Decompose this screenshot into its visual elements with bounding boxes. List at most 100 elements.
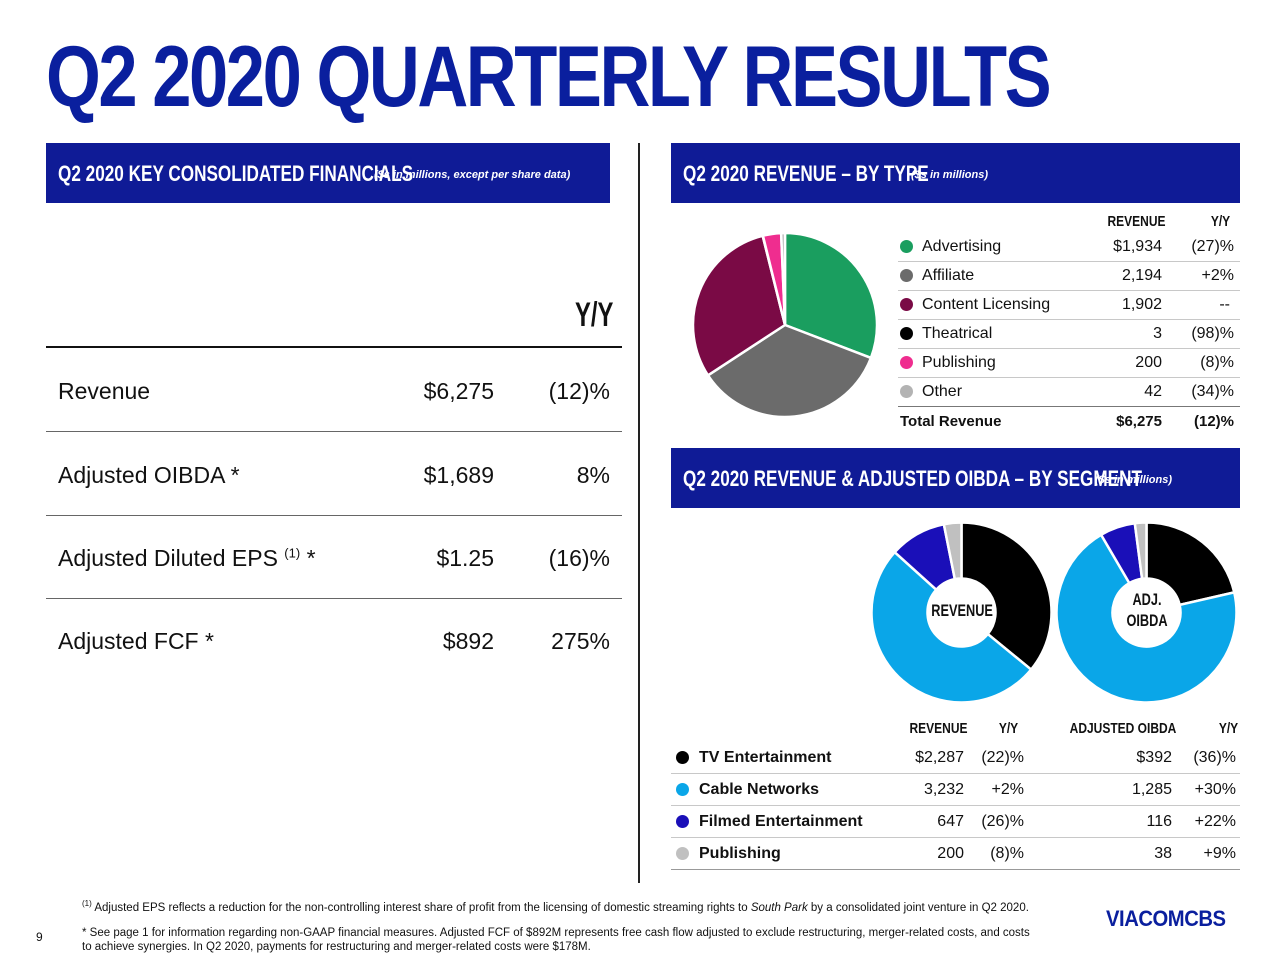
footnote-1: (1) Adjusted EPS reflects a reduction fo…	[82, 897, 1042, 915]
financial-value: $1,689	[423, 462, 494, 488]
financial-value: $6,275	[423, 378, 494, 404]
legend-row: Theatrical 3 (98)%	[898, 320, 1240, 349]
total-yy: (12)%	[1193, 413, 1234, 430]
footnote-1-marker: (1)	[82, 899, 92, 908]
circle-icon	[676, 847, 689, 860]
circle-icon	[676, 815, 689, 828]
page-number: 9	[36, 930, 43, 944]
col-revenue-header: REVENUE	[1107, 213, 1166, 230]
col-revenue-header: REVENUE	[909, 720, 968, 737]
revenue-type-slice-advertising	[783, 231, 879, 360]
legend-row: Publishing 200 (8)%	[898, 349, 1240, 378]
revenue-by-type-heading: Q2 2020 REVENUE – BY TYPE	[683, 161, 929, 186]
segment-table-header: REVENUE Y/Y ADJUSTED OIBDA Y/Y	[671, 716, 1240, 740]
legend-yy: (98)%	[1191, 325, 1234, 342]
key-financials-header-rule	[46, 346, 622, 348]
legend-revenue: 200	[1135, 354, 1162, 371]
legend-yy: (27)%	[1191, 238, 1234, 255]
revenue-type-slice-content-licensing	[691, 234, 787, 378]
donut-label-oibda: ADJ. OIBDA	[1097, 589, 1197, 631]
segment-oibda-slice-tv-entertainment	[1145, 521, 1236, 607]
key-financials-subheading: ($s in millions, except per share data)	[374, 169, 571, 181]
segment-rev-yy: +2%	[991, 781, 1024, 798]
by-segment-banner: Q2 2020 REVENUE & ADJUSTED OIBDA – BY SE…	[671, 448, 1240, 508]
legend-label: Advertising	[922, 238, 1002, 255]
total-revenue: $6,275	[1116, 413, 1162, 430]
donut-label-oibda-line2: OIBDA	[1126, 611, 1168, 630]
legend-label: Other	[922, 383, 963, 400]
financial-yy: (12)%	[548, 378, 610, 404]
segment-label: TV Entertainment	[699, 749, 832, 766]
financial-row-adjusted-fcf: Adjusted FCF * $892 275%	[46, 598, 622, 681]
key-financials-heading: Q2 2020 KEY CONSOLIDATED FINANCIALS	[58, 161, 414, 186]
revenue-by-type-banner: Q2 2020 REVENUE – BY TYPE ($s in million…	[671, 143, 1240, 203]
legend-yy: (34)%	[1191, 383, 1234, 400]
col-yy-header: Y/Y	[1210, 213, 1230, 230]
financial-label: Revenue	[58, 378, 151, 404]
segment-oibda-yy: +30%	[1194, 781, 1236, 798]
segment-table: TV Entertainment $2,287 (22)% $392 (36)%…	[671, 742, 1240, 870]
revenue-by-segment-donut	[870, 521, 1053, 704]
segment-row: Filmed Entertainment 647 (26)% 116 +22%	[671, 806, 1240, 838]
donut-label-revenue-text: REVENUE	[931, 601, 993, 620]
footnote-1-italic: South Park	[750, 901, 808, 914]
legend-revenue: 2,194	[1121, 267, 1162, 284]
legend-label: Publishing	[922, 354, 996, 371]
financial-yy: (16)%	[548, 545, 610, 571]
col-rev-yy-header: Y/Y	[998, 720, 1018, 737]
circle-icon	[900, 385, 913, 398]
viacomcbs-logo: VIACOMCBS	[1106, 906, 1226, 931]
segment-oibda: $392	[1136, 749, 1172, 766]
legend-row: Advertising $1,934 (27)%	[898, 233, 1240, 262]
legend-yy: (8)%	[1200, 354, 1234, 371]
key-financials-banner: Q2 2020 KEY CONSOLIDATED FINANCIALS ($s …	[46, 143, 610, 203]
segment-revenue: 200	[937, 845, 964, 862]
revenue-by-type-subheading: ($s in millions)	[911, 169, 989, 181]
segment-row: TV Entertainment $2,287 (22)% $392 (36)%	[671, 742, 1240, 774]
footnote-1-text-b: by a consolidated joint venture in Q2 20…	[807, 901, 1029, 914]
donut-label-oibda-line1: ADJ.	[1132, 590, 1162, 609]
segment-revenue-slice-cable-networks	[870, 550, 1033, 704]
segment-oibda-slice-cable-networks	[1055, 533, 1238, 704]
legend-label: Content Licensing	[922, 296, 1051, 313]
financial-row-revenue: Revenue $6,275 (12)%	[46, 348, 622, 432]
legend-row: Content Licensing 1,902 --	[898, 291, 1240, 320]
financial-row-adjusted-eps: Adjusted Diluted EPS (1) * $1.25 (16)%	[46, 515, 622, 599]
financial-label-eps: Adjusted Diluted EPS (1) *	[58, 545, 316, 572]
segment-revenue: 3,232	[923, 781, 964, 798]
segment-revenue-slice-publishing	[942, 521, 963, 581]
financial-label: Adjusted OIBDA *	[58, 462, 240, 488]
key-financials-yy-header: Y/Y	[575, 296, 614, 334]
footnote-2: * See page 1 for information regarding n…	[82, 927, 1030, 953]
segment-oibda: 1,285	[1131, 781, 1172, 798]
segment-revenue: 647	[937, 813, 964, 830]
segment-label: Publishing	[699, 845, 781, 862]
legend-label: Affiliate	[922, 267, 975, 284]
segment-rev-yy: (22)%	[981, 749, 1024, 766]
circle-icon	[676, 751, 689, 764]
segment-oibda-yy: (36)%	[1193, 749, 1236, 766]
segment-rev-yy: (8)%	[990, 845, 1024, 862]
segment-rev-yy: (26)%	[981, 813, 1024, 830]
financial-value: $1.25	[436, 545, 494, 571]
eps-asterisk: *	[300, 545, 316, 571]
vertical-divider	[638, 143, 640, 883]
circle-icon	[900, 298, 913, 311]
segment-oibda: 116	[1146, 813, 1172, 830]
financial-label: Adjusted FCF *	[58, 628, 214, 654]
financial-yy: 8%	[576, 462, 610, 488]
segment-revenue: $2,287	[915, 749, 964, 766]
legend-revenue: 1,902	[1121, 296, 1162, 313]
financial-value: $892	[442, 628, 494, 654]
segment-oibda-yy: +22%	[1194, 813, 1236, 830]
circle-icon	[676, 783, 689, 796]
eps-footnote-marker: (1)	[284, 545, 301, 561]
circle-icon	[900, 327, 913, 340]
by-segment-subheading: ($s in millions)	[1095, 474, 1173, 486]
total-row: Total Revenue $6,275 (12)%	[898, 407, 1240, 435]
financial-yy: 275%	[551, 628, 610, 654]
segment-revenue-slice-tv-entertainment	[960, 521, 1053, 672]
legend-revenue: 42	[1144, 383, 1162, 400]
by-segment-heading: Q2 2020 REVENUE & ADJUSTED OIBDA – BY SE…	[683, 466, 1142, 491]
footnote-1-text-a: Adjusted EPS reflects a reduction for th…	[91, 901, 751, 914]
